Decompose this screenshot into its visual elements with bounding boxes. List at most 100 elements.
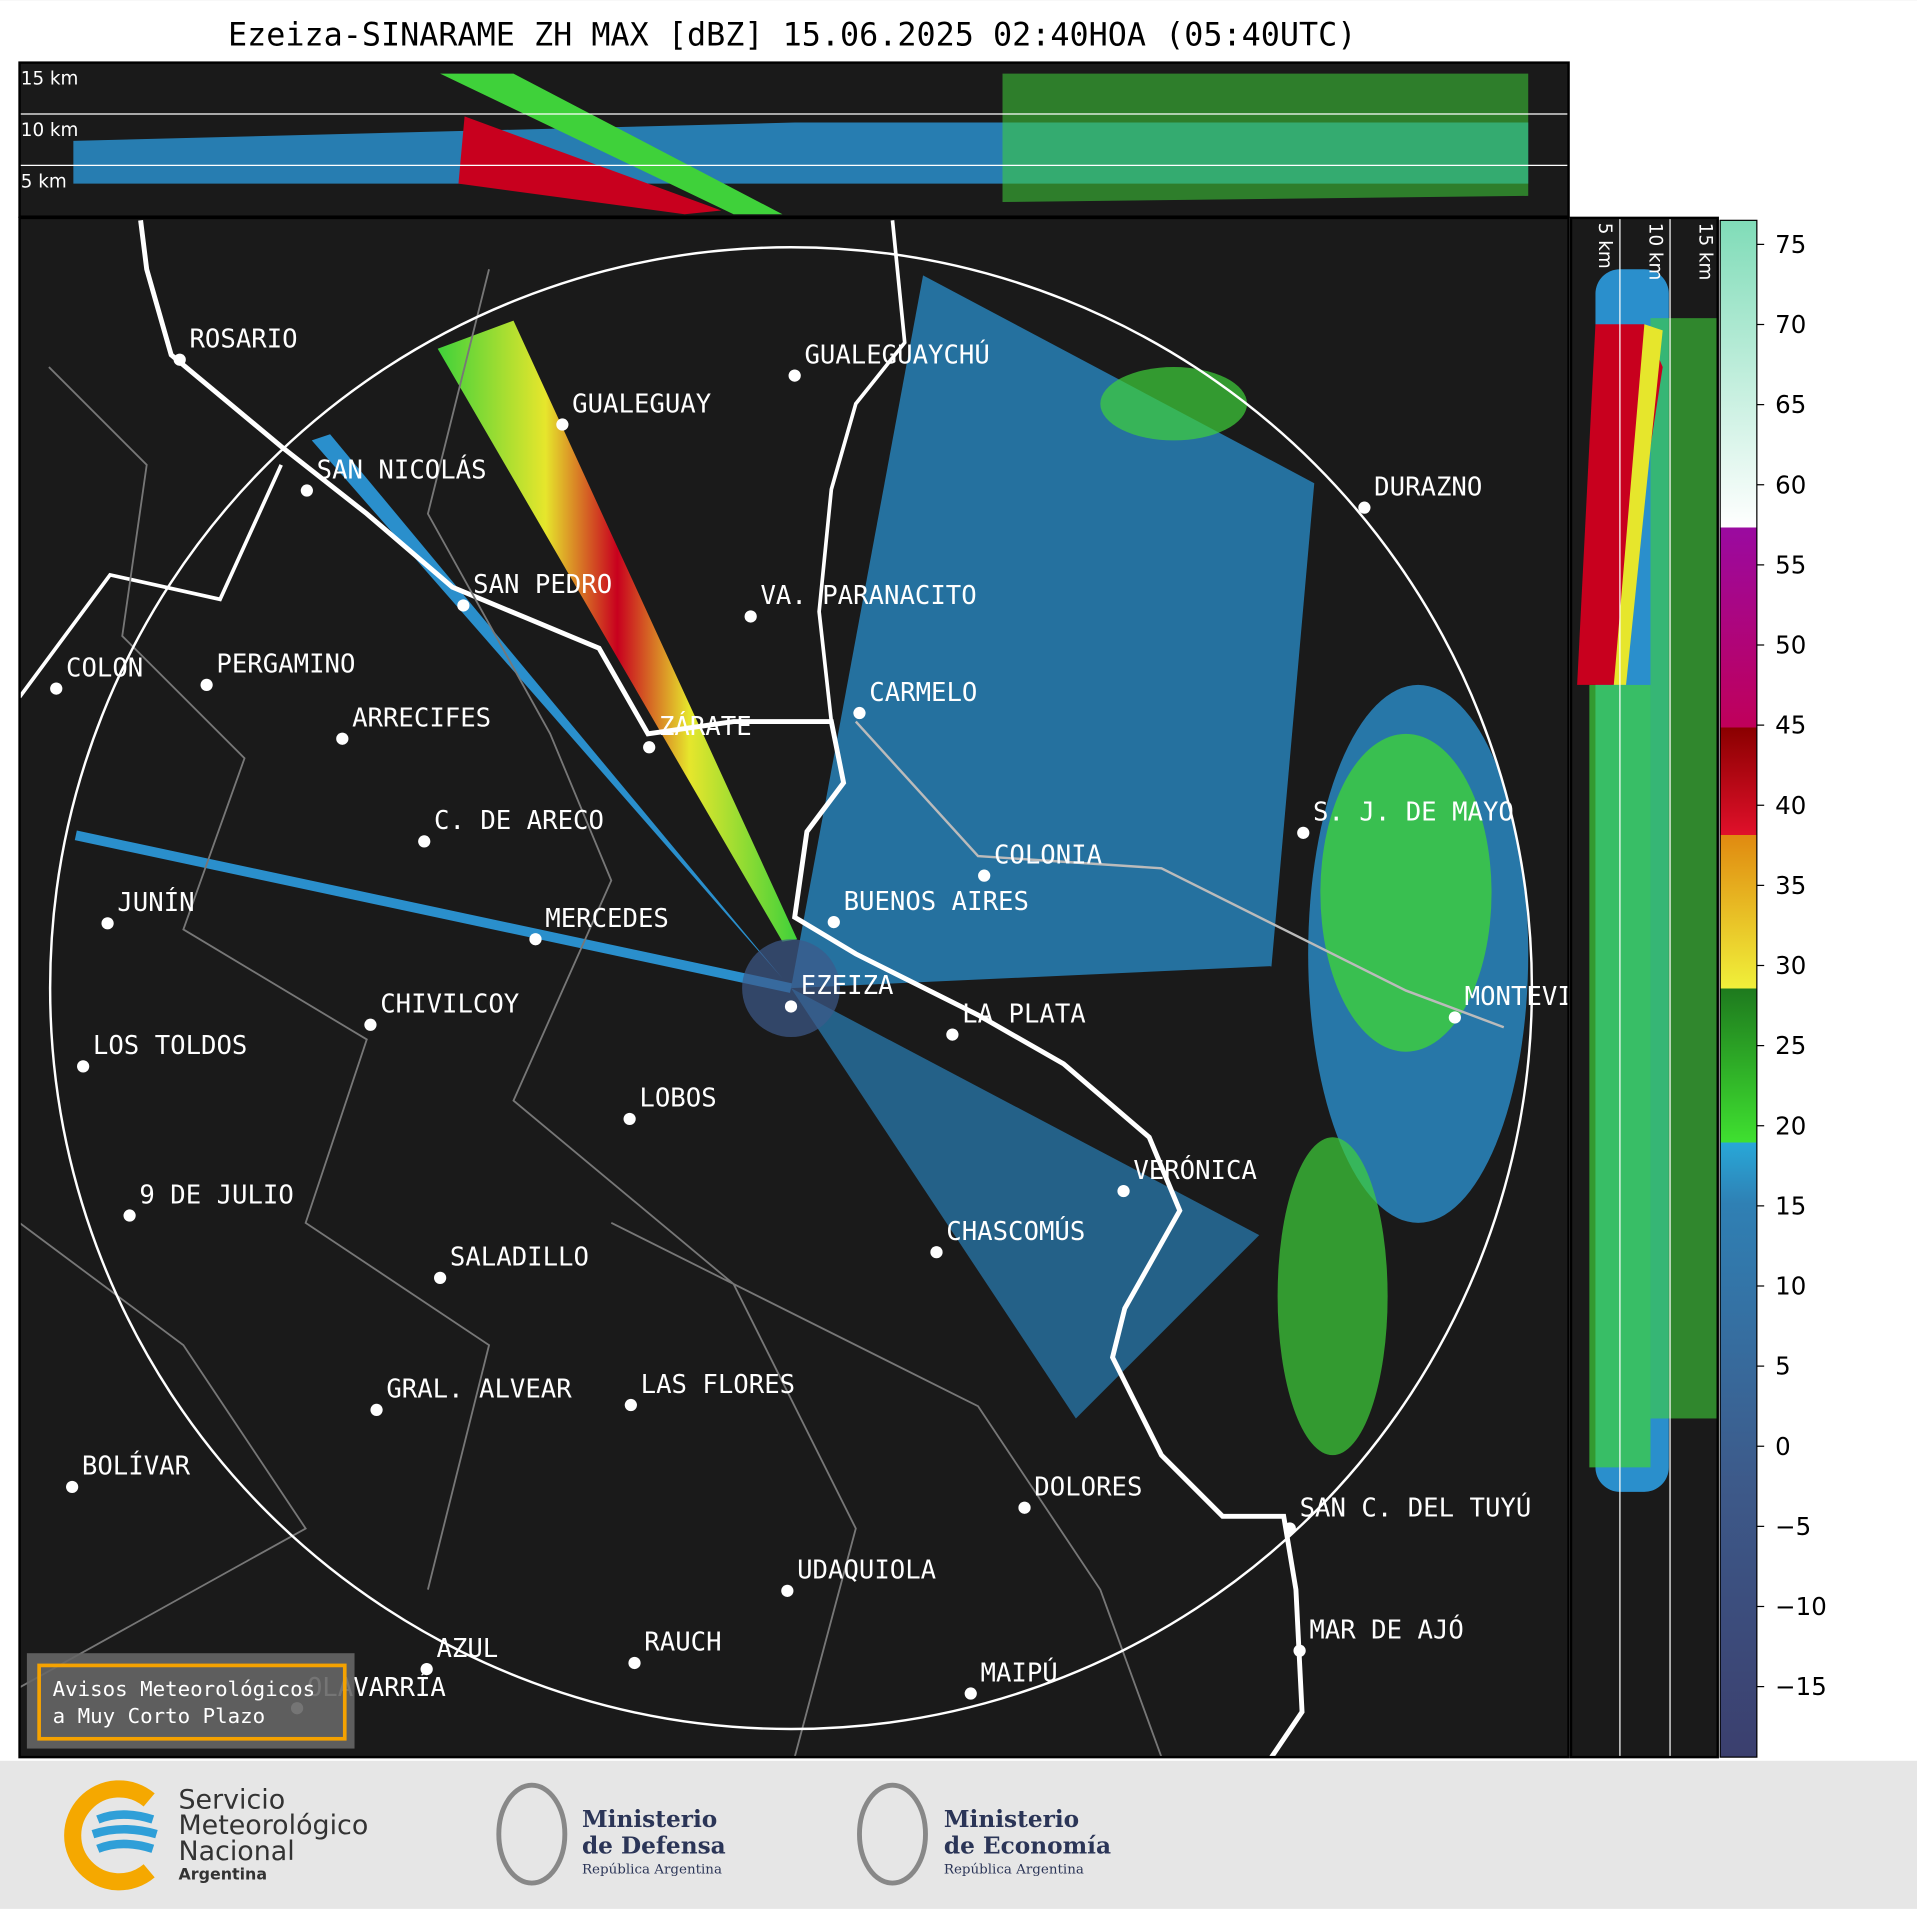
echo: [440, 73, 783, 215]
logo-defensa: Ministerio de Defensa República Argentin…: [496, 1782, 726, 1886]
echo: [1320, 733, 1492, 1052]
colorbar-tick-label: 0: [1775, 1432, 1791, 1461]
city-label: CHASCOMÚS: [946, 1215, 1085, 1247]
city-label: S. J. DE MAYO: [1313, 798, 1514, 828]
city-marker: [1448, 1011, 1461, 1024]
city-label: SALADILLO: [450, 1243, 589, 1273]
city-marker: [1293, 1644, 1306, 1657]
panel-frame: [1569, 216, 1719, 1759]
height-label: 5 km: [1594, 223, 1615, 269]
city-label: COLON: [66, 653, 143, 683]
logo-waves: [91, 1810, 158, 1853]
city-label: 9 DE JULIO: [139, 1180, 293, 1210]
map: ROSARIO GUALEGUAYCHÚ GUALEGUAY SAN NICOLÁS D…: [19, 217, 1619, 1758]
notice-box: Avisos Meteorológicos a Muy Corto Plazo: [26, 1653, 355, 1749]
city-label: MAIPÚ: [981, 1656, 1058, 1688]
city-label: PERGAMINO: [216, 650, 355, 680]
echo: [1002, 73, 1529, 203]
city-marker: [101, 917, 114, 930]
city-marker: [457, 599, 470, 612]
echo: [437, 320, 798, 942]
city-label: LOS TOLDOS: [93, 1031, 247, 1061]
logo-economia: Ministerio de Economía República Argenti…: [857, 1782, 1111, 1886]
border: [854, 720, 1505, 1029]
city-label: GUALEGUAY: [572, 389, 711, 419]
echo: [1613, 324, 1663, 685]
logo-text: Servicio: [178, 1784, 285, 1815]
height-label: 10 km: [1644, 223, 1665, 281]
city-label: VA. PARANACITO: [760, 581, 976, 611]
height-label: 5 km: [21, 171, 67, 192]
echo: [742, 939, 840, 1038]
city-label: C. DE ARECO: [434, 806, 604, 836]
city-label: BOLÍVAR: [82, 1450, 191, 1482]
city-marker: [623, 1112, 636, 1126]
city-label: UDAQUIOLA: [797, 1556, 936, 1586]
city-marker: [643, 741, 656, 754]
notice-frame: [37, 1663, 347, 1741]
city-marker: [336, 732, 349, 745]
logo-text: de Economía: [944, 1833, 1111, 1860]
city-marker: [420, 1662, 433, 1676]
notice-bg: [26, 1653, 355, 1749]
echo: [1650, 318, 1718, 1419]
logo-text: Ministerio: [582, 1806, 717, 1833]
city-label: ARRECIFES: [352, 703, 491, 733]
city-label: MONTEVIDEO: [1465, 982, 1619, 1012]
logo-text: República Argentina: [582, 1862, 722, 1877]
city-marker: [744, 610, 757, 623]
echo: [1277, 1137, 1388, 1456]
district-boundary: [19, 269, 1163, 1758]
colorbar-tick-label: 45: [1775, 711, 1806, 740]
colorbar-scale: [1719, 219, 1758, 1758]
height-label: 15 km: [1694, 223, 1715, 281]
notice-text: a Muy Corto Plazo: [53, 1704, 266, 1728]
river: [817, 220, 907, 722]
colorbar-tick-label: −5: [1775, 1512, 1811, 1541]
city-marker: [529, 933, 542, 946]
colorbar-tick-label: 40: [1775, 791, 1806, 820]
colorbar-tick-label: −10: [1775, 1592, 1827, 1621]
city-marker: [930, 1246, 943, 1259]
city-marker: [781, 1584, 794, 1597]
echo: [791, 988, 1260, 1419]
colorbar-tick-label: 75: [1775, 230, 1806, 259]
city-marker: [173, 353, 186, 366]
city-label: MAR DE AJÓ: [1309, 1614, 1463, 1646]
colorbar-tick-label: 70: [1775, 310, 1806, 339]
colorbar-tick-label: 60: [1775, 470, 1806, 499]
logo-text: de Defensa: [582, 1833, 726, 1860]
city-label: LOBOS: [639, 1084, 716, 1114]
logo-text: Meteorológico: [178, 1810, 368, 1841]
logo-text: Argentina: [178, 1864, 267, 1883]
city-marker: [77, 1060, 90, 1073]
city-label: ZÁRATE: [659, 710, 752, 742]
colorbar-tick-label: 15: [1775, 1191, 1806, 1220]
city-label: SAN PEDRO: [473, 570, 612, 600]
colorbar-tick-label: 65: [1775, 390, 1806, 419]
title: Ezeiza-SINARAME ZH MAX [dBZ] 15.06.2025 …: [228, 18, 1356, 54]
city-label: GUALEGUAYCHÚ: [804, 338, 989, 370]
city-marker: [123, 1209, 136, 1222]
logo-strip: [0, 1760, 1917, 1909]
colorbar-tick-label: 55: [1775, 550, 1806, 579]
city-label: DOLORES: [1034, 1472, 1142, 1502]
logo-text: República Argentina: [944, 1862, 1084, 1877]
city-marker: [66, 1480, 79, 1494]
colorbar-tick-label: 20: [1775, 1111, 1806, 1140]
city-label: CARMELO: [869, 678, 977, 708]
city-marker: [624, 1398, 637, 1412]
coastline: [138, 220, 1305, 1758]
echo: [791, 275, 1315, 989]
city-label: MERCEDES: [545, 904, 669, 934]
logo-smn: Servicio Meteorológico Nacional Argentin…: [64, 1780, 368, 1891]
city-marker: [964, 1687, 977, 1700]
city-marker: [788, 369, 801, 382]
height-label: 10 km: [21, 120, 79, 141]
city-marker: [1283, 1522, 1296, 1535]
logo-emblem: [496, 1782, 568, 1886]
city-label: VERÓNICA: [1133, 1154, 1257, 1186]
logo-emblem: [857, 1782, 928, 1886]
city-label: CHIVILCOY: [380, 990, 519, 1020]
city-marker: [1358, 501, 1371, 514]
